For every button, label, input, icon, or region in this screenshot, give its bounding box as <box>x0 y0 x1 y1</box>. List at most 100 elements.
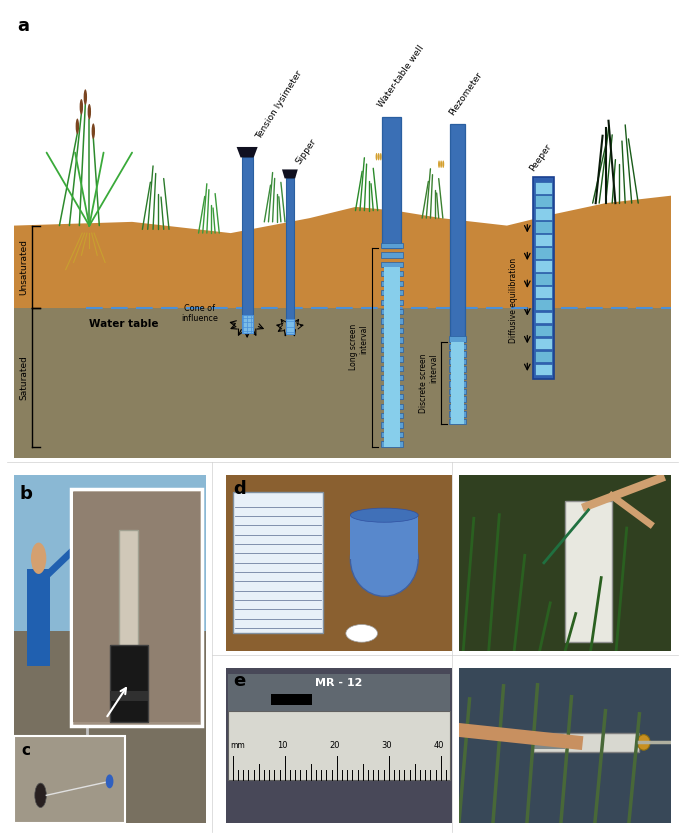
Ellipse shape <box>75 118 79 134</box>
Ellipse shape <box>438 160 440 168</box>
Bar <box>381 318 403 323</box>
Bar <box>534 286 551 297</box>
Bar <box>534 260 551 271</box>
Text: Diffusive equilibration: Diffusive equilibration <box>509 258 518 343</box>
Bar <box>449 351 466 357</box>
Text: 20: 20 <box>329 741 340 750</box>
Ellipse shape <box>105 774 114 788</box>
Bar <box>381 403 403 409</box>
Text: 30: 30 <box>382 741 392 750</box>
Ellipse shape <box>377 153 379 160</box>
Bar <box>534 364 551 375</box>
Text: Peeper: Peeper <box>528 142 553 173</box>
Bar <box>381 365 403 371</box>
Bar <box>449 389 466 394</box>
Text: e: e <box>233 673 245 690</box>
Text: 10: 10 <box>277 741 288 750</box>
Ellipse shape <box>35 783 47 807</box>
Text: Water table: Water table <box>89 319 159 329</box>
Text: Water-table well: Water-table well <box>377 44 426 109</box>
Text: Sipper: Sipper <box>295 137 319 165</box>
Bar <box>271 694 312 705</box>
Bar <box>534 351 551 362</box>
Bar <box>534 208 551 219</box>
Bar <box>286 319 294 334</box>
Text: Unsaturated: Unsaturated <box>19 239 28 295</box>
Text: b: b <box>19 485 32 503</box>
Text: c: c <box>21 743 30 758</box>
Bar <box>381 338 403 343</box>
Ellipse shape <box>31 543 47 574</box>
Bar <box>382 117 401 248</box>
Ellipse shape <box>346 625 377 642</box>
Bar <box>449 404 466 409</box>
Bar <box>534 312 551 323</box>
Bar <box>381 243 403 248</box>
Text: Discrete screen
interval: Discrete screen interval <box>419 353 438 412</box>
Text: d: d <box>233 480 246 498</box>
Bar <box>381 347 403 352</box>
Bar <box>381 271 403 276</box>
Bar <box>449 381 466 386</box>
Text: Saturated: Saturated <box>19 354 28 400</box>
Polygon shape <box>282 170 298 178</box>
Ellipse shape <box>84 89 87 105</box>
Ellipse shape <box>440 160 442 168</box>
Text: MR - 12: MR - 12 <box>315 679 363 688</box>
Bar <box>449 396 466 402</box>
Text: mm: mm <box>231 741 245 750</box>
Ellipse shape <box>375 153 377 160</box>
Ellipse shape <box>637 735 650 750</box>
Bar <box>534 221 551 233</box>
Bar <box>381 432 403 437</box>
Bar <box>449 359 466 365</box>
Polygon shape <box>14 308 671 458</box>
Text: Tension lysimeter: Tension lysimeter <box>254 69 303 141</box>
Bar <box>449 337 466 342</box>
Bar <box>449 374 466 379</box>
Bar <box>381 252 403 258</box>
Bar <box>381 290 403 296</box>
Bar <box>534 325 551 337</box>
Bar <box>533 736 565 748</box>
Bar <box>381 300 403 305</box>
Bar <box>534 338 551 349</box>
Bar <box>384 267 400 447</box>
Bar <box>449 366 466 371</box>
Ellipse shape <box>443 160 445 168</box>
Bar <box>381 385 403 390</box>
Bar <box>534 195 551 207</box>
Bar <box>534 299 551 311</box>
Bar <box>534 182 551 194</box>
Ellipse shape <box>350 522 418 596</box>
Ellipse shape <box>350 508 418 522</box>
Bar <box>532 177 553 379</box>
Bar <box>381 413 403 418</box>
Bar <box>381 394 403 399</box>
Bar <box>534 247 551 259</box>
Bar <box>381 309 403 314</box>
Text: Piezometer: Piezometer <box>447 70 484 117</box>
Bar <box>449 412 466 417</box>
Ellipse shape <box>79 99 83 114</box>
Bar <box>450 124 465 342</box>
Text: Long screen
interval: Long screen interval <box>349 324 369 370</box>
Bar <box>534 273 551 285</box>
Text: a: a <box>17 18 29 35</box>
Bar <box>381 423 403 428</box>
Ellipse shape <box>379 153 382 160</box>
Bar <box>381 375 403 381</box>
Bar <box>381 356 403 361</box>
Text: Cone of
influence: Cone of influence <box>182 303 219 323</box>
Bar <box>242 157 253 316</box>
Polygon shape <box>236 147 258 157</box>
Bar <box>381 262 403 267</box>
Bar <box>381 441 403 447</box>
Text: 40: 40 <box>434 741 444 750</box>
Bar <box>381 281 403 286</box>
Bar <box>110 690 148 701</box>
Ellipse shape <box>88 104 91 119</box>
Bar <box>286 178 294 319</box>
Bar <box>381 328 403 333</box>
Polygon shape <box>14 196 671 308</box>
